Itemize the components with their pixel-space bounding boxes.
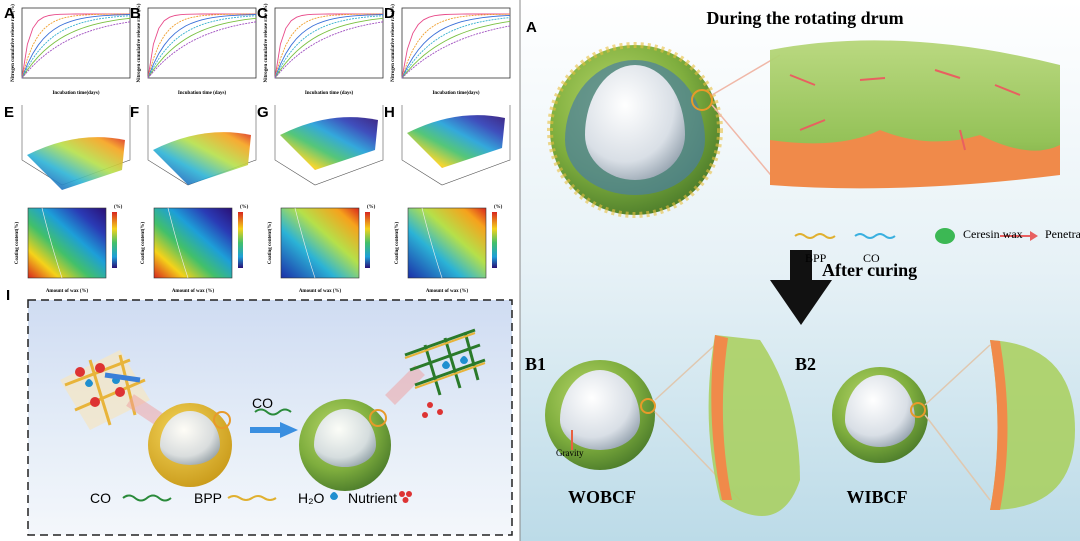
curve (401, 20, 511, 79)
y-axis-label: Nitrogen cumulative release rate (%) (264, 3, 269, 82)
curve (21, 17, 131, 79)
x-axis-label: Amount of wax (%) (299, 289, 342, 294)
contour-map (153, 207, 233, 279)
panel-label: A (4, 5, 15, 22)
surface (280, 117, 378, 170)
arrow-label: CO (252, 395, 273, 411)
y-axis-label: Nitrogen cumulative release rate(%) (11, 4, 16, 82)
sample-name: WOBCF (568, 487, 636, 507)
x-axis-label: Incubation time(days) (432, 91, 479, 96)
plot-frame (147, 7, 257, 79)
y-axis-label: Coating content(%) (395, 221, 400, 264)
panel-label: G (257, 104, 269, 121)
curve (401, 25, 511, 79)
plot-frame (401, 7, 511, 79)
curve (274, 15, 384, 79)
curve (21, 15, 131, 79)
curve (147, 21, 257, 79)
curve (401, 13, 510, 79)
curve (274, 14, 384, 79)
y-axis-label: Coating content(%) (15, 221, 20, 264)
surface (153, 132, 251, 185)
y-axis-label: Nitrogen cumulative release rate (%) (137, 3, 142, 82)
curve (147, 15, 257, 79)
curve (147, 14, 257, 79)
panel-label: H (384, 104, 395, 121)
surface (27, 137, 125, 190)
colorbar (238, 212, 243, 268)
contour-line (41, 207, 63, 279)
contour-map (407, 207, 487, 279)
panel-label: E (4, 104, 14, 121)
colorbar-unit: (%) (240, 205, 249, 210)
legend-label: Nutrient (348, 490, 397, 506)
panel-a-art (547, 40, 1060, 325)
axis-box (401, 105, 511, 186)
x-axis-label: Amount of wax (%) (46, 289, 89, 294)
surface (407, 115, 505, 168)
sample-name: WIBCF (846, 487, 907, 507)
axis-box (274, 105, 384, 186)
curve (21, 21, 131, 79)
panel-i-art (60, 328, 486, 503)
panel-label: C (257, 5, 268, 22)
panel-label: B2 (795, 354, 816, 374)
panel-title: During the rotating drum (706, 8, 903, 28)
legend-label: Ceresin wax (963, 227, 1023, 241)
colorbar (365, 212, 370, 268)
contour-line (294, 207, 316, 279)
legend-label: CO (863, 251, 880, 265)
contour-map (280, 207, 360, 279)
contour-line (421, 207, 443, 279)
curve (401, 17, 511, 79)
panel-label: F (130, 104, 139, 121)
colorbar (492, 212, 497, 268)
colorbar-unit: (%) (494, 205, 503, 210)
y-axis-label: Coating content(%) (268, 221, 273, 264)
contour-line (167, 207, 189, 279)
curve (21, 14, 131, 79)
panel-label: I (6, 287, 10, 304)
curve (274, 13, 384, 79)
panel-label: B1 (525, 354, 546, 374)
colorbar-unit: (%) (114, 205, 123, 210)
contour-map (27, 207, 107, 279)
colorbar-unit: (%) (367, 205, 376, 210)
legend-label: H₂O (298, 490, 325, 506)
x-axis-label: Incubation time(days) (52, 91, 99, 96)
y-axis-label: Coating content(%) (141, 221, 146, 264)
panel-label: A (526, 19, 537, 36)
annotation: Gravity (556, 448, 584, 458)
plot-frame (21, 7, 131, 79)
curve (401, 14, 511, 79)
legend-label: BPP (805, 251, 827, 265)
x-axis-label: Incubation time (days) (178, 91, 227, 96)
curve (147, 13, 257, 79)
curve (274, 21, 384, 79)
legend-label: Penetration direction (1045, 227, 1080, 241)
legend-label: BPP (194, 490, 222, 506)
x-axis-label: Amount of wax (%) (172, 289, 215, 294)
plot-frame (274, 7, 384, 79)
panel-label: D (384, 5, 395, 22)
y-axis-label: Nitrogen cumulative release rate(%) (391, 4, 396, 82)
curve (274, 13, 383, 79)
arrow-label: After curing (822, 260, 917, 280)
curve (21, 13, 130, 79)
panel-b-art (545, 335, 1075, 516)
legend-label: CO (90, 490, 111, 506)
curve (21, 13, 131, 79)
colorbar (112, 212, 117, 268)
x-axis-label: Amount of wax (%) (426, 289, 469, 294)
curve (147, 17, 257, 79)
curve (147, 13, 256, 79)
curve (274, 17, 384, 79)
x-axis-label: Incubation time (days) (305, 91, 354, 96)
panel-label: B (130, 5, 141, 22)
curve (401, 13, 511, 79)
